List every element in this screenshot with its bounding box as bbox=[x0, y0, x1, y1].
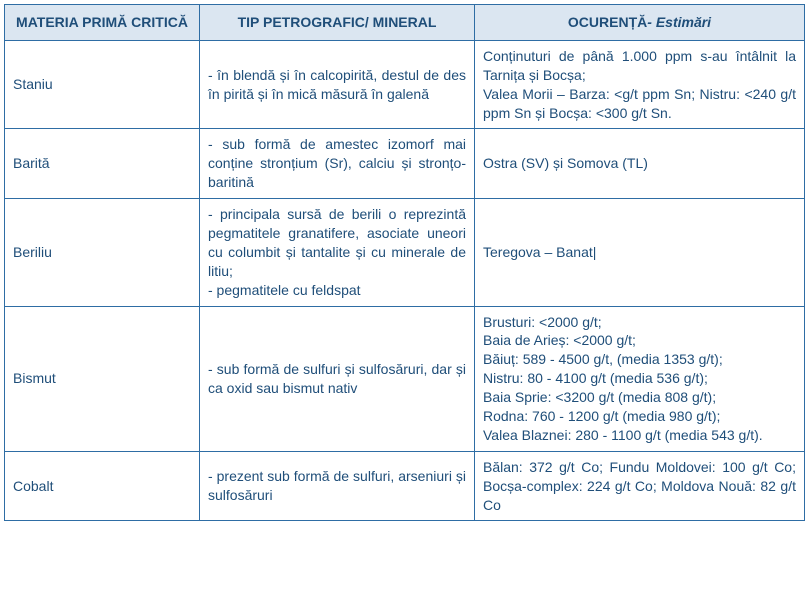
table-row: Staniu - în blendă și în calcopirită, de… bbox=[5, 40, 805, 129]
cell-material: Beriliu bbox=[5, 199, 200, 306]
cell-type: - principala sursă de berili o reprezint… bbox=[200, 199, 475, 306]
cell-type: - sub formă de sulfuri și sulfosăruri, d… bbox=[200, 306, 475, 451]
cell-occurrence: Bălan: 372 g/t Co; Fundu Moldovei: 100 g… bbox=[475, 451, 805, 521]
table-row: Barită - sub formă de amestec izomorf ma… bbox=[5, 129, 805, 199]
header-col-type: TIP PETROGRAFIC/ MINERAL bbox=[200, 5, 475, 41]
table-body: Staniu - în blendă și în calcopirită, de… bbox=[5, 40, 805, 521]
cell-material: Staniu bbox=[5, 40, 200, 129]
header-col-material: MATERIA PRIMĂ CRITICĂ bbox=[5, 5, 200, 41]
materials-table: MATERIA PRIMĂ CRITICĂ TIP PETROGRAFIC/ M… bbox=[4, 4, 805, 521]
table-row: Bismut - sub formă de sulfuri și sulfosă… bbox=[5, 306, 805, 451]
cell-type: - prezent sub formă de sulfuri, arseniur… bbox=[200, 451, 475, 521]
cell-occurrence: Teregova – Banat| bbox=[475, 199, 805, 306]
cell-type: - în blendă și în calcopirită, destul de… bbox=[200, 40, 475, 129]
cell-material: Bismut bbox=[5, 306, 200, 451]
header-occurrence-label: OCURENȚĂ bbox=[568, 14, 647, 30]
cell-occurrence: Ostra (SV) și Somova (TL) bbox=[475, 129, 805, 199]
cell-type: - sub formă de amestec izomorf mai conți… bbox=[200, 129, 475, 199]
cell-occurrence: Brusturi: <2000 g/t;Baia de Arieș: <2000… bbox=[475, 306, 805, 451]
header-occurrence-suffix: - Estimări bbox=[647, 14, 711, 30]
table-header: MATERIA PRIMĂ CRITICĂ TIP PETROGRAFIC/ M… bbox=[5, 5, 805, 41]
table-row: Cobalt - prezent sub formă de sulfuri, a… bbox=[5, 451, 805, 521]
cell-material: Cobalt bbox=[5, 451, 200, 521]
header-col-occurrence: OCURENȚĂ- Estimări bbox=[475, 5, 805, 41]
cell-material: Barită bbox=[5, 129, 200, 199]
cell-occurrence: Conținuturi de până 1.000 ppm s-au întâl… bbox=[475, 40, 805, 129]
table-row: Beriliu - principala sursă de berili o r… bbox=[5, 199, 805, 306]
